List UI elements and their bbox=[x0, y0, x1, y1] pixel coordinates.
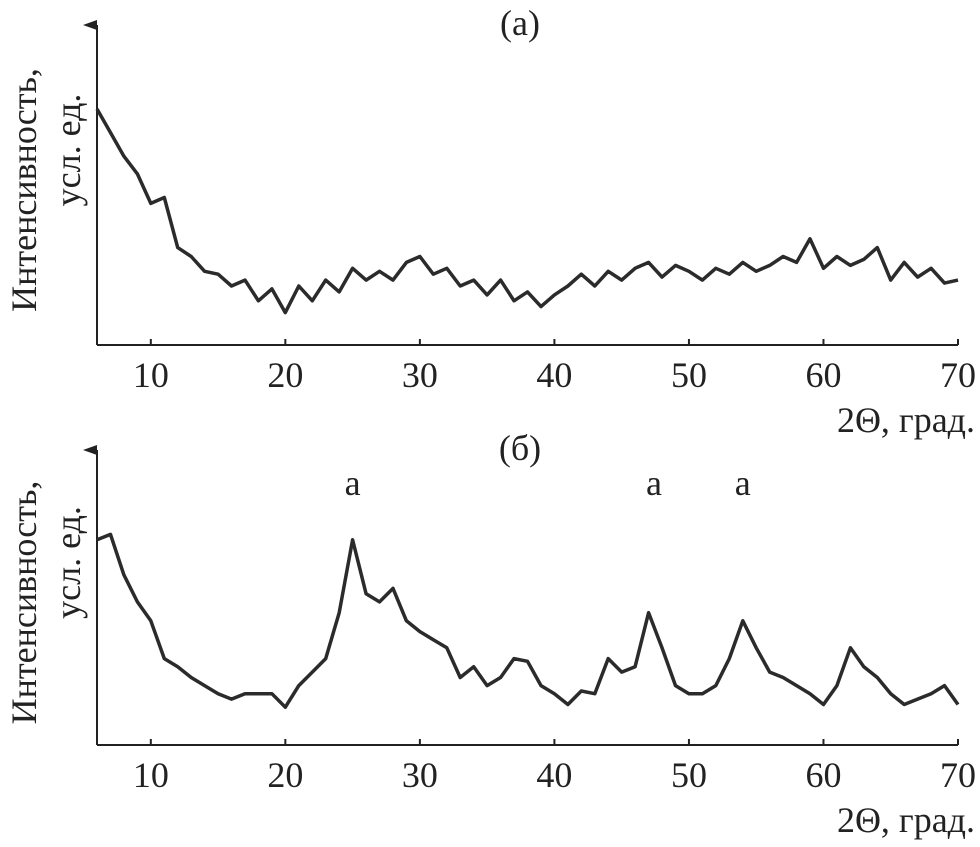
x-tick-label: 60 bbox=[805, 355, 841, 395]
x-axis-label: 2Θ, град. bbox=[837, 400, 975, 440]
peak-annotation: a bbox=[646, 463, 662, 503]
x-tick-label: 40 bbox=[536, 755, 572, 795]
x-tick-label: 20 bbox=[267, 355, 303, 395]
peak-annotation: a bbox=[735, 463, 751, 503]
panel-title: (б) bbox=[499, 428, 541, 468]
x-axis-label: 2Θ, град. bbox=[837, 800, 975, 840]
x-tick-label: 30 bbox=[402, 355, 438, 395]
x-tick-label: 70 bbox=[940, 355, 976, 395]
x-tick-label: 10 bbox=[133, 755, 169, 795]
panel-title: (а) bbox=[500, 3, 540, 43]
x-tick-label: 50 bbox=[671, 355, 707, 395]
y-axis-label: усл. ед. bbox=[48, 94, 88, 207]
x-tick-label: 30 bbox=[402, 755, 438, 795]
x-tick-label: 70 bbox=[940, 755, 976, 795]
data-line bbox=[96, 532, 960, 709]
x-tick-label: 10 bbox=[133, 355, 169, 395]
x-tick-label: 50 bbox=[671, 755, 707, 795]
peak-annotation: a bbox=[345, 463, 361, 503]
x-tick-label: 40 bbox=[536, 355, 572, 395]
y-axis-label: усл. ед. bbox=[48, 506, 88, 619]
y-axis-label: Интенсивность, bbox=[4, 68, 44, 312]
data-line bbox=[95, 108, 959, 315]
x-tick-label: 20 bbox=[267, 755, 303, 795]
x-tick-label: 60 bbox=[805, 755, 841, 795]
y-axis-label: Интенсивность, bbox=[4, 481, 44, 725]
